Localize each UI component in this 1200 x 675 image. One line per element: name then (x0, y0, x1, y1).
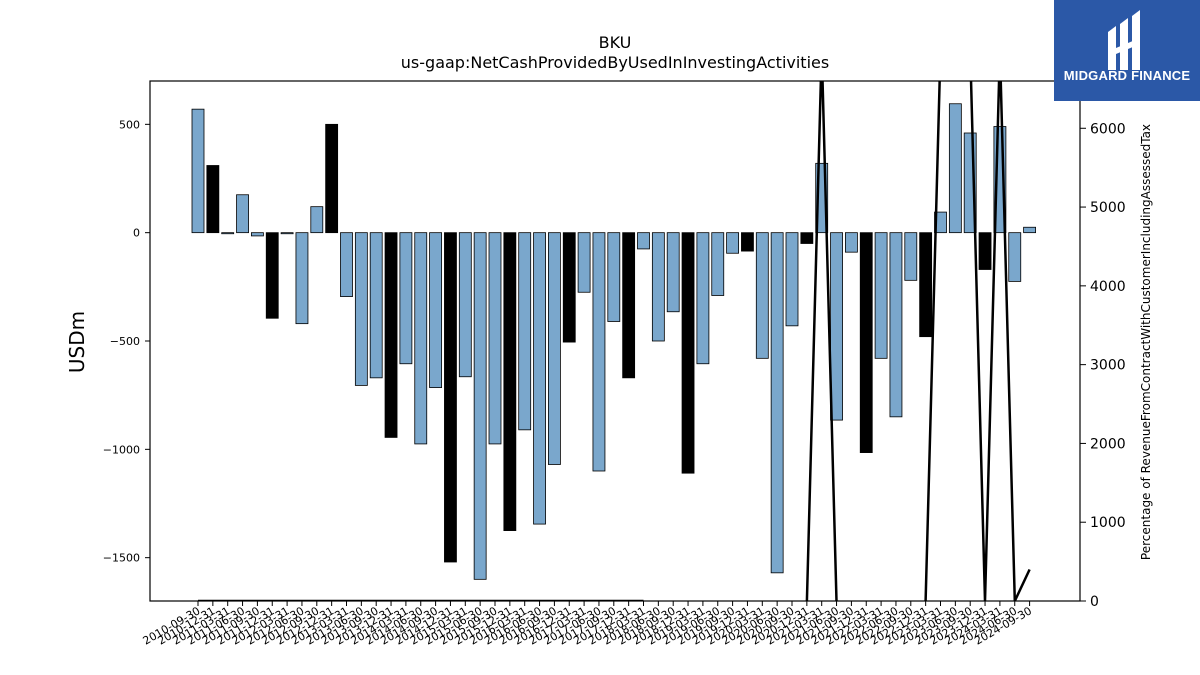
y-tick-label: 0 (133, 227, 140, 240)
bar-2024-06-30 (1008, 232, 1022, 282)
bar-2013-09-30 (369, 232, 383, 379)
y2-tick-label: 0 (1090, 594, 1099, 610)
y-axis-label: USDm (65, 311, 89, 373)
bar-2017-06-30 (592, 232, 606, 472)
bar-2023-12-31 (978, 232, 992, 270)
bar-2011-12-31 (265, 232, 279, 319)
bar-2013-03-31 (340, 232, 353, 297)
bar-2022-12-31 (919, 232, 933, 338)
bar-2019-06-30 (711, 232, 725, 296)
line-group (198, 81, 1031, 601)
bar-2013-12-31 (384, 232, 398, 438)
bar-2023-06-30 (948, 103, 962, 234)
logo-text: MIDGARD FINANCE (1063, 68, 1191, 83)
bar-2016-09-30 (548, 232, 561, 465)
series-line (198, 81, 1031, 601)
bar-2015-09-30 (488, 232, 502, 445)
bar-2010-09-30 (191, 108, 205, 234)
bar-2018-03-31 (637, 232, 650, 250)
y-tick-label: −500 (110, 335, 140, 348)
bar-2019-12-31 (741, 232, 754, 252)
bar-2012-12-31 (325, 123, 339, 234)
bar-2014-09-30 (429, 232, 443, 388)
bar-2015-03-31 (458, 232, 472, 378)
bar-2011-06-30 (236, 194, 249, 234)
bar-2021-09-30 (845, 232, 858, 253)
bar-2020-09-30 (785, 232, 799, 327)
bar-2021-06-30 (830, 232, 843, 421)
y-axis: 500 0 −500 −1000 −1500 (103, 118, 150, 565)
y-tick-label: 500 (119, 118, 140, 131)
bar-2015-12-31 (503, 232, 517, 531)
y2-axis-label: Percentage of RevenueFromContractWithCus… (1139, 124, 1153, 560)
bar-2018-06-30 (651, 232, 665, 342)
bar-2017-03-31 (577, 232, 591, 293)
bar-2018-12-31 (681, 232, 695, 474)
y2-tick-label: 1000 (1090, 515, 1126, 531)
bar-2014-12-31 (444, 232, 457, 563)
bar-2016-06-30 (533, 232, 546, 525)
bar-2012-09-30 (310, 206, 324, 234)
bar-2019-09-30 (726, 232, 739, 254)
bar-2022-09-30 (904, 232, 918, 281)
bar-2016-12-31 (562, 232, 576, 343)
bar-2011-09-30 (250, 232, 264, 237)
bar-2018-09-30 (666, 232, 680, 313)
bar-2020-03-31 (755, 232, 769, 359)
y2-tick-label: 4000 (1090, 279, 1126, 295)
y2-tick-label: 5000 (1090, 200, 1126, 216)
x-axis: 2010-09-302010-12-312011-03-312011-06-30… (141, 601, 1034, 648)
bar-2014-06-30 (414, 232, 428, 445)
bar-2024-09-30 (1023, 226, 1036, 234)
y-tick-label: −1500 (103, 552, 140, 565)
y2-tick-label: 2000 (1090, 436, 1126, 452)
bar-2022-03-31 (874, 232, 888, 359)
y2-tick-label: 3000 (1090, 358, 1126, 374)
bar-2017-12-31 (622, 232, 636, 379)
chart-subtitle: us-gaap:NetCashProvidedByUsedInInvesting… (401, 53, 829, 72)
bar-2017-09-30 (607, 232, 621, 322)
bar-2012-03-31 (280, 232, 294, 235)
chart-title: BKU (599, 33, 632, 52)
bar-2014-03-31 (399, 232, 413, 365)
bar-2012-06-30 (295, 232, 309, 325)
bar-2020-12-31 (800, 232, 814, 244)
y2-tick-label: 6000 (1090, 121, 1126, 137)
midgard-finance-logo: MIDGARD FINANCE (1054, 0, 1200, 101)
y2-axis: 0 1000 2000 3000 4000 5000 6000 (1080, 121, 1126, 610)
bar-2013-06-30 (354, 232, 368, 386)
bars-group (191, 103, 1036, 580)
bar-2023-03-31 (934, 211, 947, 234)
plot-frame (149, 80, 1081, 602)
bar-2020-06-30 (770, 232, 784, 574)
bar-2021-12-31 (859, 232, 873, 453)
midgard-logo-icon (1108, 10, 1140, 70)
bar-2019-03-31 (696, 232, 710, 365)
y-tick-label: −1000 (103, 443, 140, 456)
bar-2011-03-31 (221, 232, 235, 235)
bar-2022-06-30 (889, 232, 903, 418)
bar-2016-03-31 (518, 232, 532, 431)
bar-2015-06-30 (473, 232, 487, 580)
bar-2010-12-31 (206, 165, 220, 234)
